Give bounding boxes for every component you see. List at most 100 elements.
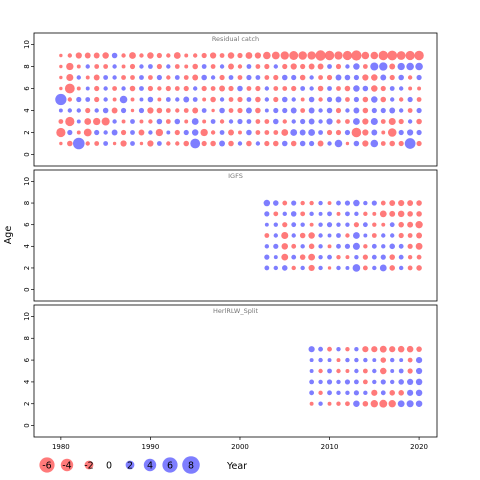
residual-bubble [67, 140, 73, 147]
residual-bubble [264, 108, 269, 113]
residual-bubble [210, 64, 216, 69]
residual-bubble [380, 357, 387, 363]
residual-bubble [407, 389, 414, 396]
residual-bubble [138, 107, 145, 114]
residual-bubble [389, 254, 395, 260]
residual-bubble [291, 85, 297, 92]
residual-bubble [219, 130, 225, 135]
residual-bubble [397, 400, 405, 408]
residual-bubble [416, 254, 422, 260]
residual-bubble [102, 107, 109, 114]
y-tick-label: 4 [23, 379, 31, 384]
residual-bubble [228, 140, 234, 147]
residual-bubble [130, 119, 135, 124]
legend-bubble [39, 457, 55, 473]
residual-bubble [334, 139, 343, 148]
residual-bubble [228, 63, 234, 70]
residual-bubble [166, 130, 171, 135]
residual-bubble [345, 119, 350, 124]
residual-bubble [246, 119, 252, 124]
residual-bubble [290, 63, 297, 70]
residual-bubble [335, 107, 342, 114]
residual-bubble [291, 74, 297, 81]
residual-bubble [282, 119, 287, 124]
residual-bubble [372, 222, 377, 227]
residual-bubble [353, 107, 360, 114]
residual-bubble [362, 64, 368, 69]
residual-bubble [76, 130, 81, 135]
residual-bubble [315, 50, 326, 61]
residual-bubble [192, 74, 199, 81]
residual-bubble [345, 211, 350, 217]
residual-bubble [76, 96, 82, 103]
residual-bubble [219, 53, 225, 58]
residual-bubble [336, 254, 341, 260]
residual-bubble [370, 117, 378, 126]
residual-bubble [75, 52, 82, 59]
residual-bubble [183, 96, 190, 103]
residual-bubble [238, 130, 242, 135]
residual-bubble [318, 119, 323, 124]
residual-bubble [139, 53, 144, 58]
residual-bubble [85, 97, 91, 102]
residual-bubble [362, 265, 368, 271]
residual-bubble [156, 63, 162, 70]
residual-bubble [416, 140, 422, 147]
residual-bubble [308, 118, 315, 125]
residual-bubble [281, 140, 288, 147]
residual-bubble [407, 129, 414, 136]
residual-bubble [120, 129, 127, 136]
residual-bubble [345, 141, 350, 146]
y-tick-label: 8 [23, 201, 31, 205]
residual-bubble [371, 243, 377, 249]
residual-bubble [94, 96, 100, 103]
residual-bubble [416, 118, 422, 125]
residual-bubble [380, 85, 386, 92]
residual-bubble [407, 200, 414, 206]
residual-bubble [273, 86, 279, 91]
residual-bubble [291, 233, 296, 238]
residual-bubble [281, 265, 288, 271]
residual-bubble [273, 118, 279, 125]
residual-bubble [389, 210, 396, 217]
residual-bubble [192, 97, 198, 102]
residual-bubble [255, 141, 261, 146]
legend-bubble [162, 457, 178, 473]
residual-bubble [397, 210, 405, 218]
residual-bubble [165, 119, 171, 124]
residual-bubble [353, 74, 359, 81]
residual-bubble [380, 254, 386, 260]
residual-bubble [381, 130, 386, 135]
residual-bubble [381, 244, 386, 249]
residual-bubble [396, 51, 406, 60]
residual-bubble [264, 97, 270, 102]
residual-bubble [157, 97, 162, 102]
residual-bubble [94, 108, 99, 113]
residual-bubble [389, 86, 395, 91]
residual-bubble [342, 50, 353, 61]
residual-bubble [380, 200, 386, 206]
legend-label: 4 [147, 461, 153, 472]
residual-bubble [336, 233, 341, 238]
y-tick-label: 10 [23, 40, 31, 49]
residual-bubble [298, 51, 307, 60]
residual-bubble [370, 400, 378, 408]
residual-bubble [399, 358, 404, 363]
residual-bubble [309, 211, 314, 217]
residual-bubble [327, 358, 332, 363]
residual-bubble [112, 141, 117, 146]
residual-bubble [174, 75, 180, 80]
residual-bubble [334, 51, 343, 60]
residual-bubble [389, 265, 395, 271]
residual-bubble [121, 64, 126, 69]
residual-bubble [371, 129, 378, 136]
residual-bubble [345, 108, 350, 113]
panel-0: Residual catch 0 2 4 6 8 10 [23, 32, 438, 167]
residual-bubble [245, 107, 252, 114]
residual-bubble [416, 129, 422, 136]
residual-bubble [344, 200, 351, 206]
residual-bubble [407, 265, 413, 271]
residual-bubble [388, 400, 396, 408]
residual-bubble [264, 119, 270, 124]
x-tick-label: 2000 [231, 443, 249, 451]
